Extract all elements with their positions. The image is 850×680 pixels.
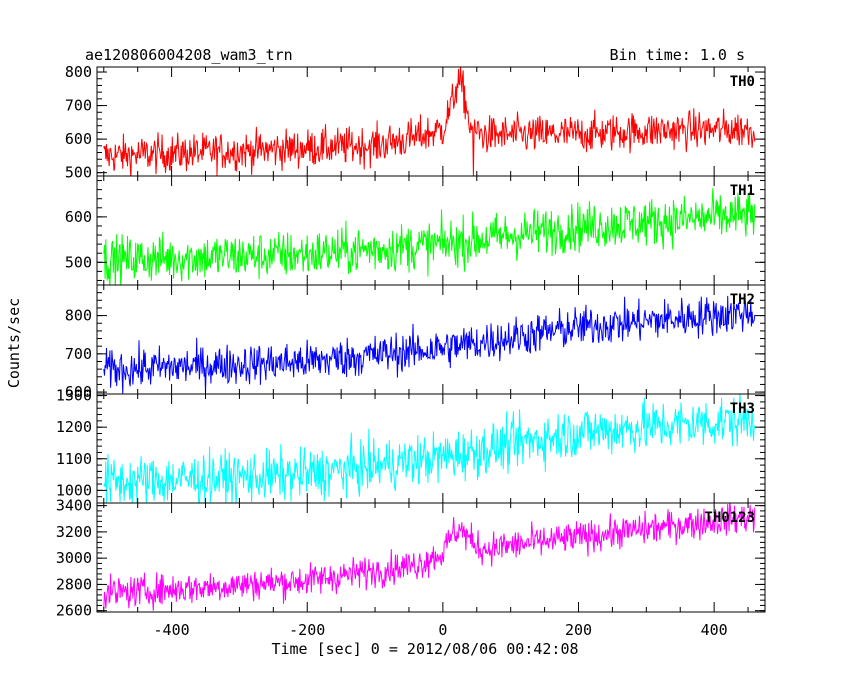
panel-frame xyxy=(96,66,766,177)
y-tick-label: 800 xyxy=(65,307,92,325)
y-tick-label: 700 xyxy=(65,345,92,363)
panel-label-th1: TH1 xyxy=(730,183,755,199)
x-tick-label: 200 xyxy=(565,621,592,639)
y-tick-label: 600 xyxy=(65,130,92,148)
chart-title: ae120806004208_wam3_trn xyxy=(85,46,293,64)
x-tick-label: 0 xyxy=(438,621,447,639)
y-tick-label: 3400 xyxy=(56,497,92,515)
x-axis-title: Time [sec] 0 = 2012/08/06 00:42:08 xyxy=(271,640,578,658)
y-tick-label: 1000 xyxy=(56,481,92,499)
panel-label-th0: TH0 xyxy=(730,74,755,90)
panel-label-th2: TH2 xyxy=(730,292,755,308)
y-tick-label: 2600 xyxy=(56,602,92,620)
series-line-th2 xyxy=(103,295,756,394)
x-tick-label: -400 xyxy=(154,621,190,639)
y-tick-label: 800 xyxy=(65,63,92,81)
panels: 500 600 700 800 TH0 500 600 TH1 600 700 800 TH2 1000… xyxy=(56,63,766,620)
panel-th3: 1000 1100 1200 1300 TH3 xyxy=(56,387,766,504)
x-tick-label: 400 xyxy=(701,621,728,639)
panel-th0: 500 600 700 800 TH0 xyxy=(65,63,766,182)
series-line-th0 xyxy=(103,67,756,176)
series-line-th1 xyxy=(103,188,756,285)
y-tick-label: 700 xyxy=(65,97,92,115)
y-tick-label: 3000 xyxy=(56,549,92,567)
panel-frame xyxy=(96,502,766,613)
y-tick-label: 1200 xyxy=(56,418,92,436)
panel-th0123: 2600 2800 3000 3200 3400 TH0123 xyxy=(56,497,766,620)
panel-label-th0123: TH0123 xyxy=(704,510,755,526)
y-axis-title: Counts/sec xyxy=(5,298,23,388)
y-tick-label: 600 xyxy=(65,208,92,226)
bin-time-label: Bin time: 1.0 s xyxy=(610,46,745,64)
panel-th1: 500 600 TH1 xyxy=(65,175,766,286)
panel-label-th3: TH3 xyxy=(730,401,755,417)
panel-th2: 600 700 800 TH2 xyxy=(65,284,766,401)
y-tick-label: 500 xyxy=(65,164,92,182)
y-tick-label: 1100 xyxy=(56,450,92,468)
x-tick-label: -200 xyxy=(289,621,325,639)
series-line-th3 xyxy=(103,394,756,503)
chart-header: ae120806004208_wam3_trn Bin time: 1.0 s xyxy=(85,46,745,64)
y-tick-label: 1300 xyxy=(56,387,92,405)
y-tick-label: 500 xyxy=(65,253,92,271)
y-tick-label: 2800 xyxy=(56,575,92,593)
y-tick-label: 600 xyxy=(65,383,92,401)
series-line-th0123 xyxy=(103,503,756,611)
x-axis: -400 -200 0 200 400 xyxy=(154,621,728,639)
y-tick-label: 3200 xyxy=(56,523,92,541)
